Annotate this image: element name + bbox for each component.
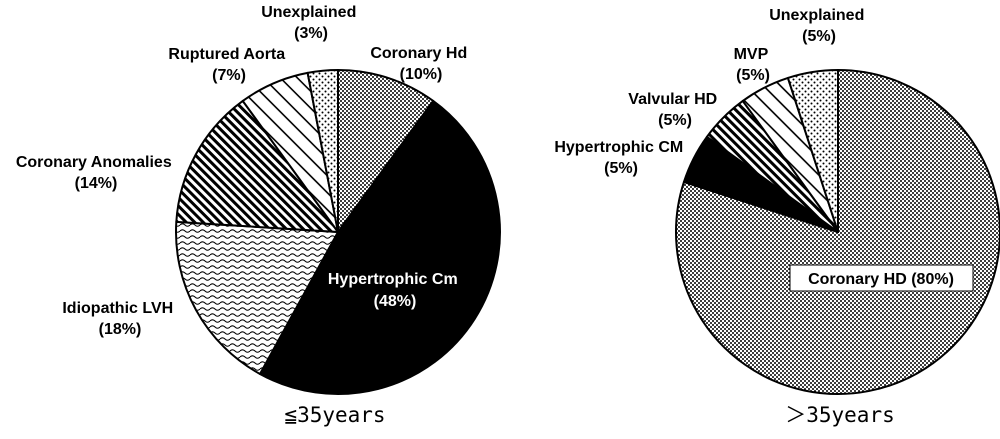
pie-slice-idiopathic-lvh-left [175,220,339,375]
coronary-hd-label-box [789,264,974,292]
caption-35-and-under: ≦35years [284,403,385,427]
caption-over-35: ＞35years [785,403,895,427]
pie-chart-35-and-under [175,69,501,395]
pie-slice-coronary-hd-left [337,69,435,233]
label-hypertrophic-cm-right: Hypertrophic CM (5%) [554,139,687,177]
label-hypertrophic-cm-left: Hypertrophic Cm (48%) [328,271,462,310]
label-coronary-hd-right: Coronary HD (80%) [808,271,954,288]
label-mvp: MVP (5%) [734,46,773,84]
pie-slice-hypertrophic-cm-left [258,99,501,395]
label-coronary-anomalies: Coronary Anomalies (14%) [16,154,176,192]
label-unexplained-left: Unexplained (3%) [261,4,361,42]
pie-chart-over-35 [675,69,1000,395]
pie-slice-unexplained-right [786,69,839,233]
label-unexplained-right: Unexplained (5%) [769,7,869,45]
label-ruptured-aorta: Ruptured Aorta (7%) [168,46,289,84]
label-idiopathic-lvh: Idiopathic LVH (18%) [62,300,177,338]
pie-slice-coronary-anomalies-left [175,99,339,233]
label-coronary-hd-left: Coronary Hd (10%) [370,45,471,83]
label-valvular-hd: Valvular HD (5%) [628,91,721,129]
pie-slice-unexplained-left [306,69,339,233]
